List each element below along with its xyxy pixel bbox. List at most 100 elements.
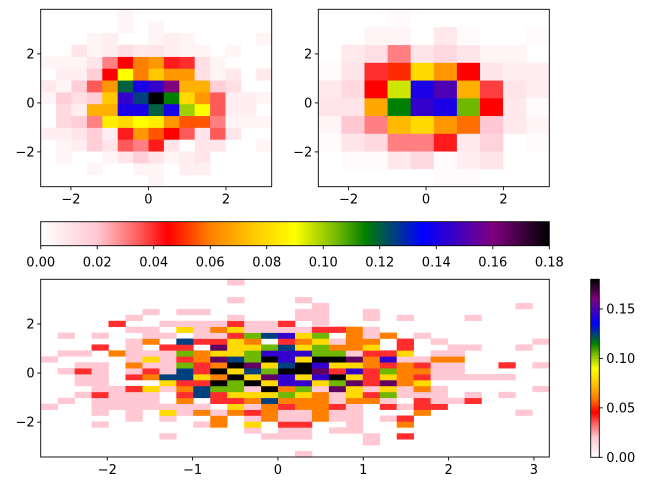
heatmap-cell <box>532 385 550 393</box>
heatmap-cell <box>56 56 72 69</box>
heatmap-cell <box>278 391 296 399</box>
heatmap-cell <box>311 320 330 327</box>
heatmap-cell <box>125 326 143 333</box>
heatmap-cell <box>210 68 226 81</box>
heatmap-cell <box>261 379 279 387</box>
heatmap-cell <box>244 427 262 434</box>
heatmap-cell <box>244 391 262 399</box>
heatmap-cell <box>40 92 57 105</box>
heatmap-cell <box>194 139 211 152</box>
heatmap-cell <box>362 368 381 375</box>
heatmap-cell <box>159 344 177 351</box>
heatmap-cell <box>256 139 272 152</box>
heatmap-cell <box>526 80 550 99</box>
heatmap-cell <box>430 374 448 381</box>
heatmap-cell <box>278 332 296 339</box>
heatmap-cell <box>176 397 194 404</box>
heatmap-cell <box>278 403 296 410</box>
heatmap-cell <box>210 56 226 69</box>
heatmap-cell <box>244 397 262 404</box>
heatmap-cell <box>341 62 365 81</box>
heatmap-cell <box>456 98 481 117</box>
heatmap-cell <box>295 356 313 363</box>
heatmap-cell <box>379 368 398 375</box>
heatmap-cell <box>74 391 92 399</box>
x-tick-label: −2 <box>61 193 80 208</box>
heatmap-cell <box>311 403 330 410</box>
heatmap-cell <box>261 320 279 327</box>
heatmap-cell <box>278 433 296 440</box>
heatmap-cell <box>86 68 103 81</box>
heatmap-cell <box>56 103 72 117</box>
heatmap-cell <box>515 409 533 416</box>
heatmap-cell <box>447 344 465 351</box>
x-tick-label: 2 <box>444 463 452 478</box>
heatmap-cell <box>387 44 411 63</box>
heatmap-cell <box>278 320 296 327</box>
heatmap-cell <box>227 297 245 304</box>
heatmap-cell <box>328 326 347 333</box>
heatmap-cell <box>456 151 481 170</box>
heatmap-cell <box>210 139 226 152</box>
heatmap-cell <box>498 374 516 381</box>
heatmap-cell <box>125 391 143 399</box>
heatmap-cell <box>362 356 381 363</box>
heatmap-cell <box>396 421 414 428</box>
heatmap-cell <box>176 326 194 333</box>
heatmap-cell <box>278 385 296 393</box>
heatmap-cell <box>117 21 134 34</box>
heatmap-cell <box>379 403 398 410</box>
heatmap-cell <box>56 80 72 93</box>
heatmap-cell <box>464 314 482 322</box>
heatmap-cell <box>433 80 458 99</box>
heatmap-cell <box>261 385 279 393</box>
heatmap-cell <box>102 151 118 164</box>
heatmap-cell <box>148 151 165 164</box>
heatmap-cell <box>57 350 75 357</box>
heatmap-cell <box>227 379 245 387</box>
heatmap-cell <box>311 379 330 387</box>
heatmap-cell <box>163 151 180 164</box>
heatmap-cell <box>387 98 411 117</box>
heatmap-cell <box>481 374 499 381</box>
heatmap-cell <box>117 68 134 81</box>
heatmap-cell <box>379 415 398 422</box>
heatmap-cell <box>159 403 177 410</box>
heatmap-cell <box>345 350 364 357</box>
heatmap-cell <box>311 302 330 310</box>
heatmap-cell <box>179 103 195 117</box>
x-tick-label: 0 <box>274 463 282 478</box>
heatmap-cell <box>210 409 228 416</box>
heatmap-cell <box>295 374 313 381</box>
heatmap-cell <box>430 391 448 399</box>
heatmap-cell <box>57 368 75 375</box>
heatmap-cell <box>447 350 465 357</box>
heatmap-cell <box>396 385 414 393</box>
heatmap-cell <box>295 326 313 333</box>
heatmap-cell <box>71 115 88 128</box>
heatmap-cell <box>102 44 118 57</box>
heatmap-cell <box>261 374 279 381</box>
heatmap-cell <box>227 409 245 416</box>
heatmap-cell <box>133 44 149 57</box>
heatmap-cell <box>176 356 194 363</box>
y-tick-label: 2 <box>26 317 34 332</box>
heatmap-cell <box>430 368 448 375</box>
heatmap-cell <box>227 332 245 339</box>
heatmap-cell <box>210 338 228 345</box>
heatmap-cell <box>464 397 482 404</box>
heatmap-cell <box>159 356 177 363</box>
heatmap-cell <box>456 133 481 152</box>
heatmap-cell <box>295 451 313 458</box>
heatmap-cell <box>102 56 118 69</box>
heatmap-cell <box>193 385 211 393</box>
heatmap-cell <box>194 115 211 128</box>
heatmap-cell <box>244 379 262 387</box>
heatmap-cell <box>148 127 165 140</box>
heatmap-cell <box>142 374 160 381</box>
heatmap-cell <box>387 151 411 170</box>
heatmap-cell <box>362 385 381 393</box>
heatmap-cell <box>210 415 228 422</box>
heatmap-cell <box>413 397 431 404</box>
heatmap-cell <box>163 80 180 93</box>
